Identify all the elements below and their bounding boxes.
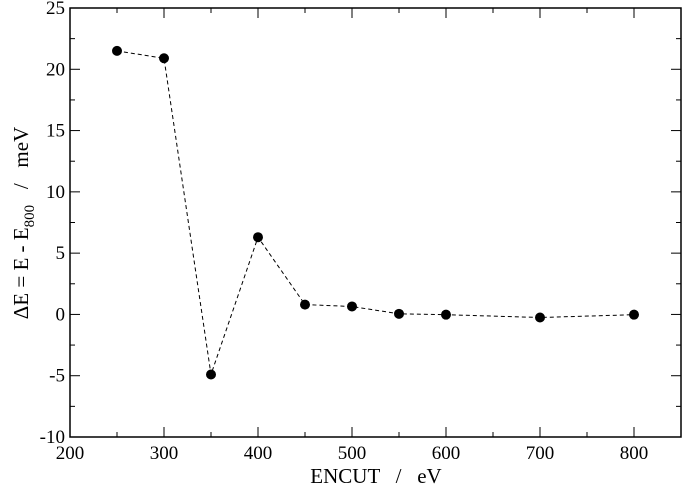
y-axis-title-subscript: 800 [22, 205, 38, 228]
y-axis-ticks: -10 -5 0 5 10 15 20 25 [40, 0, 681, 448]
y-tick-label: 20 [46, 59, 65, 80]
y-tick-label: 5 [56, 243, 66, 264]
y-tick-label: -5 [49, 366, 65, 387]
y-axis-title: ΔE = E - E800 / meV [9, 127, 38, 319]
data-point [629, 309, 639, 320]
data-point [112, 45, 122, 56]
data-point [300, 299, 310, 310]
x-tick-label: 500 [338, 443, 367, 464]
x-tick-label: 400 [244, 443, 273, 464]
x-axis-ticks: 200 300 400 500 600 700 800 [56, 8, 682, 464]
y-tick-label: 10 [46, 182, 65, 203]
y-axis-title-main: ΔE = E - E [9, 227, 33, 319]
plot-frame [69, 7, 682, 438]
data-point [347, 301, 357, 312]
y-tick-label: 0 [56, 304, 66, 325]
x-tick-label: 700 [526, 443, 555, 464]
y-axis-title-unit: / meV [9, 127, 33, 205]
x-tick-label: 600 [432, 443, 461, 464]
x-tick-label: 200 [56, 443, 85, 464]
y-tick-label: 15 [46, 121, 65, 142]
data-point [394, 308, 404, 319]
data-point [159, 53, 169, 64]
x-tick-label: 800 [620, 443, 649, 464]
data-point [441, 309, 451, 320]
x-axis-title: ENCUT / eV [310, 464, 441, 487]
series-markers [112, 45, 639, 380]
data-point [535, 312, 545, 323]
series-line [116, 50, 635, 375]
y-tick-label: 25 [46, 0, 65, 19]
data-point [253, 232, 263, 243]
data-point [206, 369, 216, 380]
y-tick-label: -10 [40, 427, 65, 448]
x-tick-label: 300 [150, 443, 179, 464]
